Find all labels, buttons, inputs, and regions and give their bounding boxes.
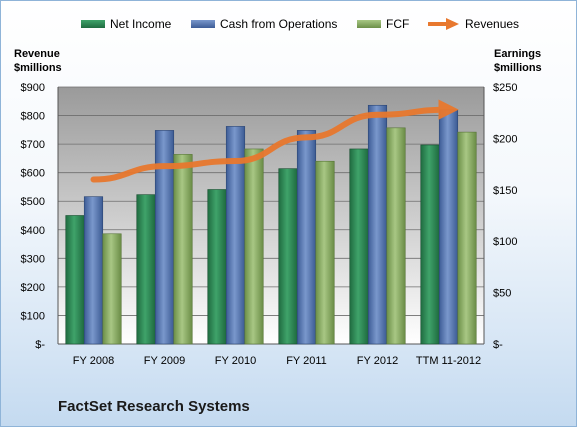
left-tick-label-7: $700	[21, 139, 45, 151]
right-tick-label-3: $150	[493, 185, 517, 197]
category-label-3: FY 2011	[286, 355, 327, 367]
revenue-line	[90, 99, 459, 183]
category-label-5: TTM 11-2012	[416, 355, 481, 367]
bar-cash-from-operations-5	[438, 109, 459, 345]
left-tick-label-9: $900	[21, 82, 45, 94]
left-axis-title: Revenue $millions	[14, 47, 62, 75]
bar-net-income-5	[420, 144, 440, 345]
bar-fcf-0	[102, 233, 122, 345]
right-tick-label-0: $-	[493, 339, 503, 351]
left-tick-label-8: $800	[21, 111, 45, 123]
category-label-0: FY 2008	[73, 355, 114, 367]
left-tick-label-3: $300	[21, 253, 45, 265]
left-tick-label-6: $600	[21, 168, 45, 180]
bar-fcf-1	[173, 154, 193, 345]
bars	[65, 104, 477, 345]
left-tick-label-2: $200	[21, 282, 45, 294]
legend-label-revenues: Revenues	[465, 17, 520, 31]
category-label-4: FY 2012	[357, 355, 398, 367]
bar-net-income-4	[349, 148, 369, 345]
legend-arrow-icon	[428, 18, 459, 30]
bar-net-income-2	[207, 189, 227, 345]
legend-item-net-income: Net Income	[81, 17, 171, 31]
left-axis-title-line1: Revenue	[14, 48, 60, 60]
left-tick-label-5: $500	[21, 196, 45, 208]
right-tick-label-4: $200	[493, 133, 517, 145]
category-label-1: FY 2009	[144, 355, 185, 367]
legend-item-fcf: FCF	[357, 17, 409, 31]
bar-net-income-1	[136, 194, 156, 345]
left-tick-label-1: $100	[21, 310, 45, 322]
right-tick-label-1: $50	[493, 288, 511, 300]
legend-item-revenues: Revenues	[428, 17, 519, 31]
left-tick-label-0: $-	[35, 339, 45, 351]
bar-net-income-0	[65, 215, 85, 345]
right-tick-label-2: $100	[493, 236, 517, 248]
series-line-revenues	[90, 99, 459, 183]
legend-swatch-cash-from-operations	[191, 20, 215, 28]
legend-swatch-net-income	[81, 20, 105, 28]
bar-cash-from-operations-4	[367, 104, 388, 345]
bar-net-income-3	[278, 168, 298, 345]
bar-fcf-5	[457, 131, 477, 345]
right-axis-title-line1: Earnings	[494, 48, 542, 60]
bar-fcf-4	[386, 127, 406, 345]
bar-fcf-3	[315, 160, 335, 345]
legend-label-cash-from-operations: Cash from Operations	[220, 17, 338, 31]
legend: Net Income Cash from Operations FCF Reve…	[81, 17, 551, 35]
company-name: FactSet Research Systems	[58, 398, 250, 415]
right-tick-label-5: $250	[493, 82, 517, 94]
right-axis-title-line2: $millions	[494, 62, 542, 74]
plot-area	[58, 87, 484, 344]
gridlines	[57, 86, 485, 345]
bar-fcf-2	[244, 148, 264, 345]
legend-label-net-income: Net Income	[110, 17, 172, 31]
tick-labels: $- $100 $200 $300 $400 $500 $600 $700 $800 $900 $-…	[21, 82, 518, 367]
legend-item-cash-from-operations: Cash from Operations	[191, 17, 337, 31]
bar-cash-from-operations-1	[154, 130, 175, 345]
right-axis-title: Earnings $millions	[494, 47, 542, 75]
legend-swatch-fcf	[357, 20, 381, 28]
bar-cash-from-operations-0	[83, 196, 104, 345]
bar-cash-from-operations-3	[296, 130, 317, 345]
legend-label-fcf: FCF	[386, 17, 410, 31]
left-tick-label-4: $400	[21, 225, 45, 237]
left-axis-title-line2: $millions	[14, 62, 62, 74]
category-label-2: FY 2010	[215, 355, 256, 367]
